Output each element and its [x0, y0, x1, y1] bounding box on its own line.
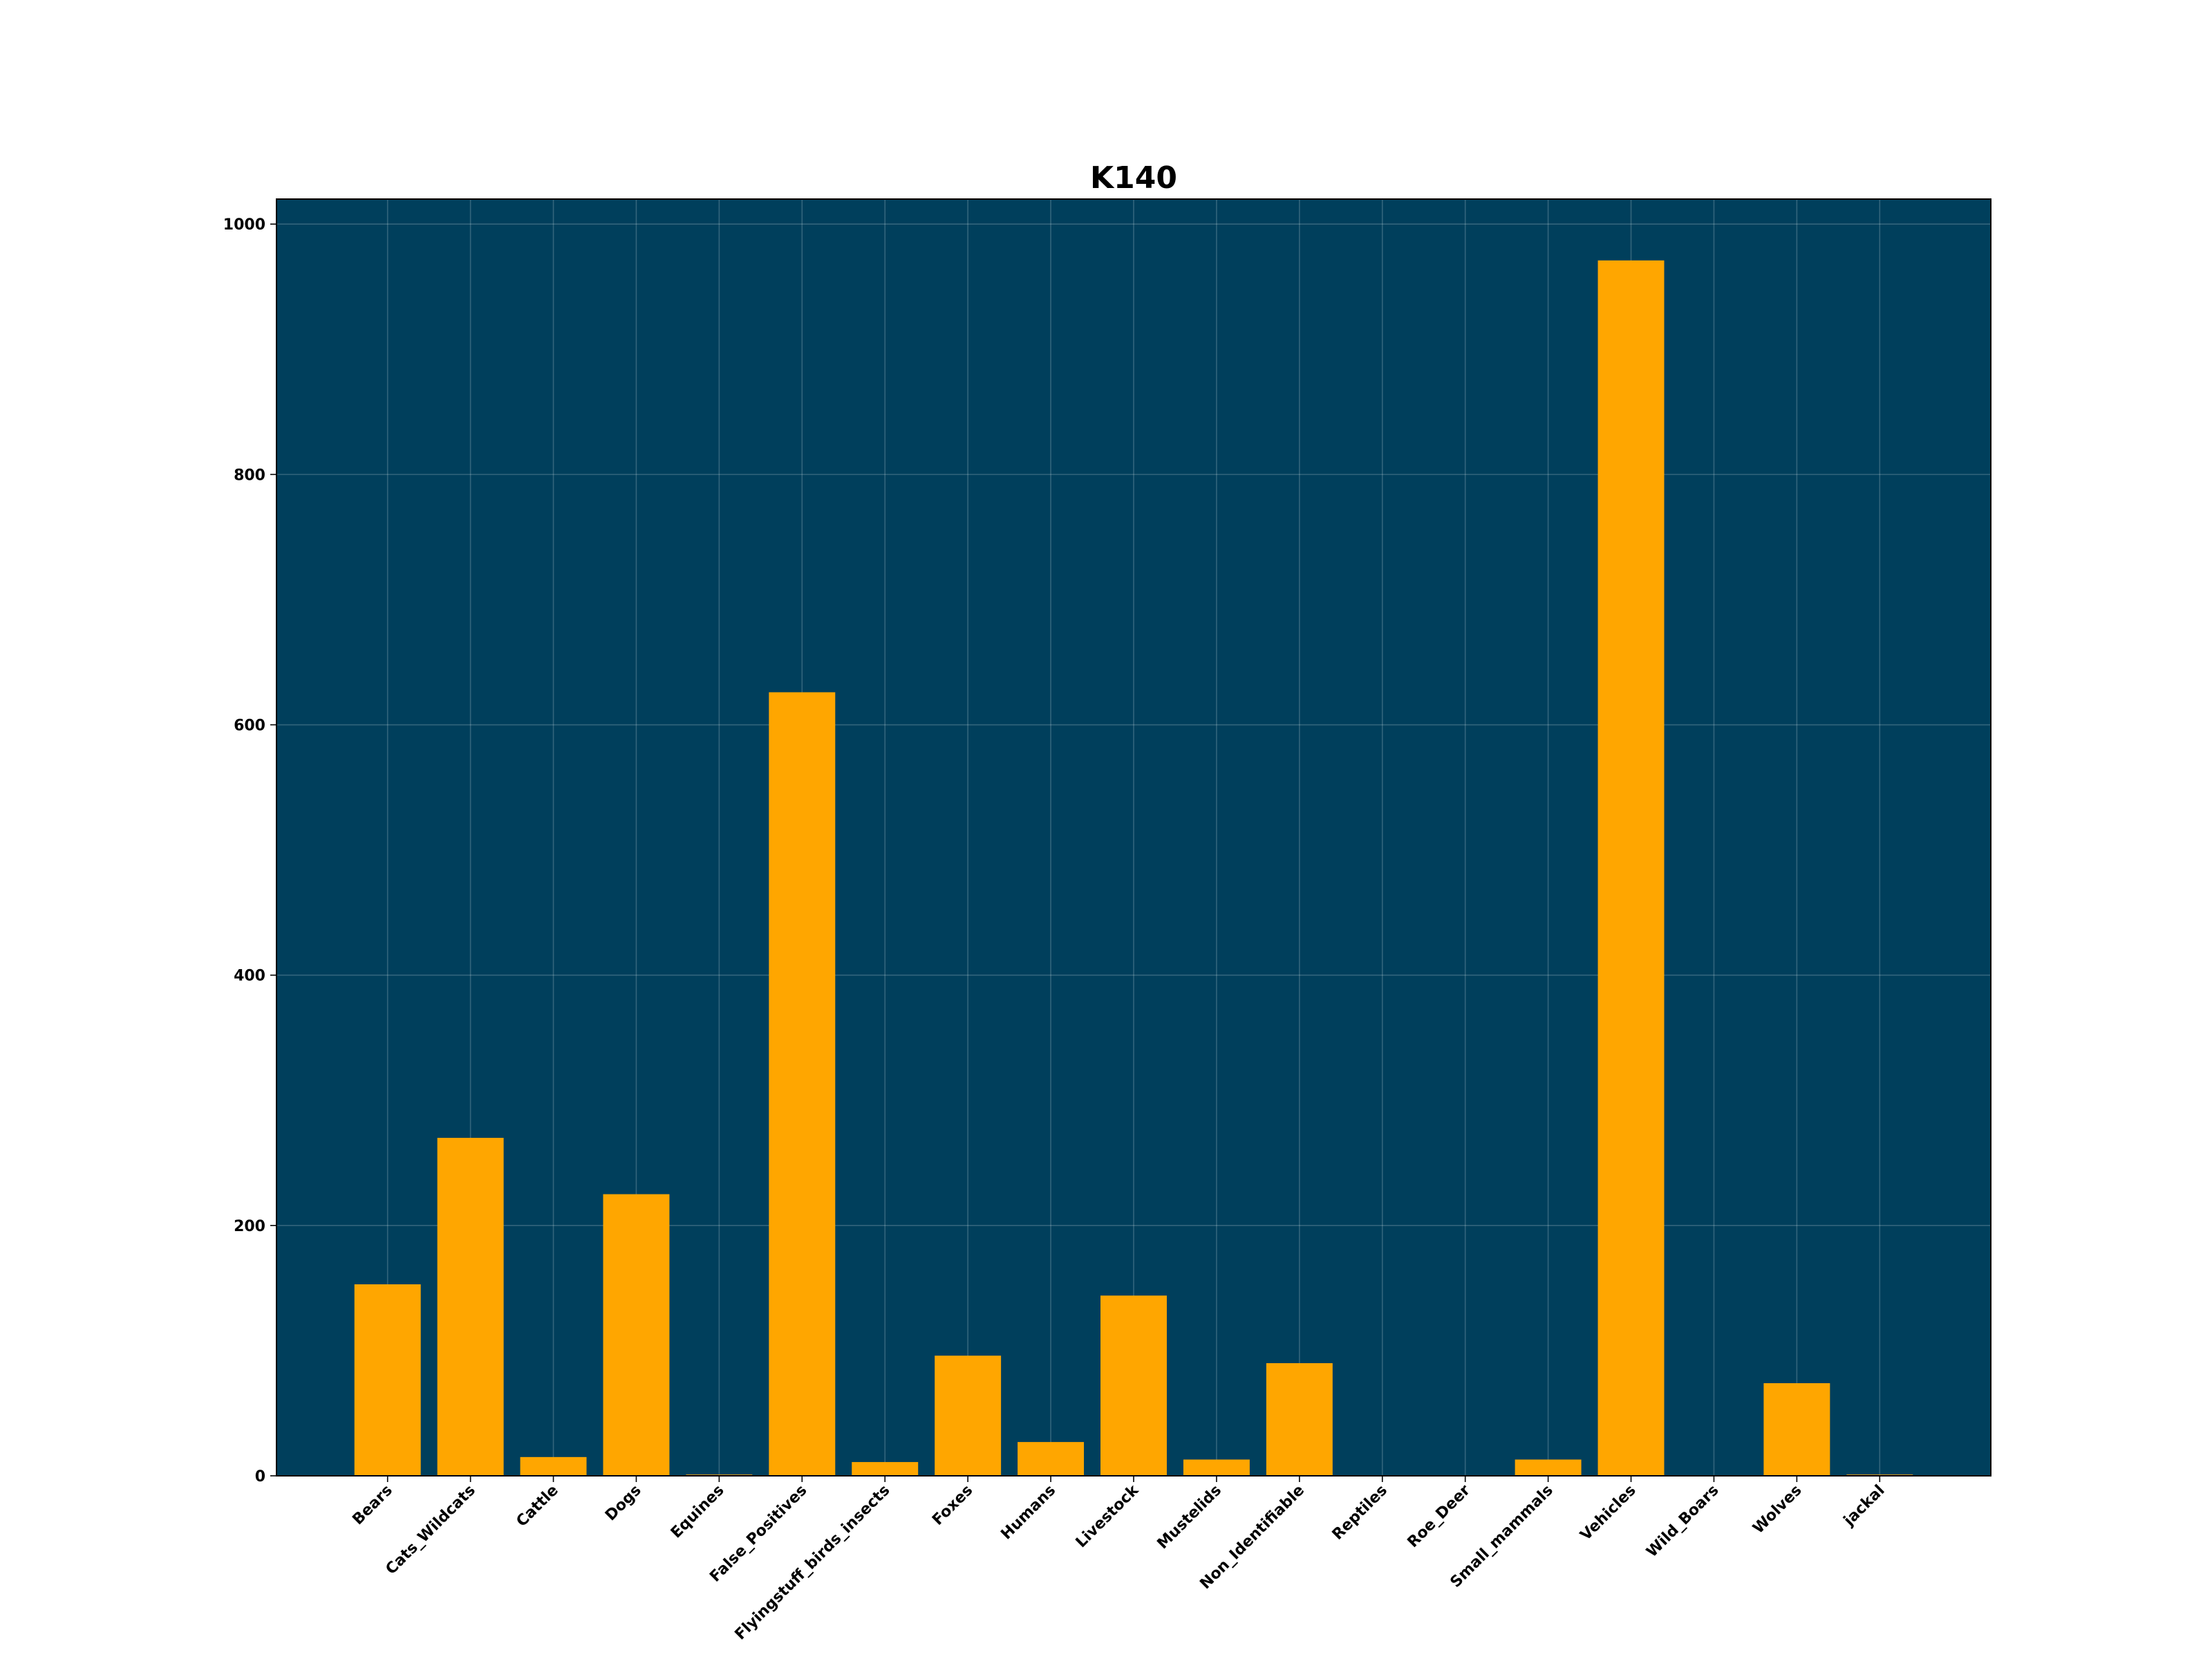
x-tick-label: Roe_Deer: [1405, 1481, 1474, 1550]
bar: [603, 1194, 670, 1476]
bar: [769, 692, 836, 1477]
x-tick-label: Bears: [349, 1482, 396, 1529]
x-tick-label: Vehicles: [1577, 1482, 1640, 1544]
x-tick-label: jackal: [1840, 1482, 1888, 1530]
plot-area: [276, 199, 1991, 1476]
x-tick-label: Mustelids: [1154, 1482, 1226, 1553]
y-tick-label: 400: [234, 968, 265, 985]
bar: [1266, 1363, 1333, 1476]
bar: [354, 1284, 421, 1476]
bar: [1597, 260, 1665, 1477]
bar: [852, 1462, 919, 1476]
y-tick-label: 600: [234, 718, 265, 735]
bar: [1018, 1442, 1085, 1476]
y-tick-label: 800: [234, 467, 265, 484]
y-tick-label: 200: [234, 1218, 265, 1235]
bar: [437, 1138, 504, 1476]
x-tick-label: Livestock: [1073, 1481, 1143, 1552]
x-tick-label: Equines: [668, 1482, 728, 1542]
x-tick-label: Flyingstuff_birds_insects: [732, 1482, 894, 1644]
plot-frame: [276, 198, 1991, 1477]
y-tick-label: 1000: [223, 216, 265, 234]
x-tick-label: Cattle: [513, 1482, 561, 1530]
y-tick-label: 0: [255, 1468, 265, 1485]
x-tick-label: Humans: [998, 1482, 1060, 1544]
x-tick-label: Cats_Wildcats: [382, 1482, 478, 1578]
x-tick-label: Foxes: [929, 1482, 976, 1529]
bar: [1100, 1295, 1167, 1476]
x-tick-label: Dogs: [602, 1482, 645, 1525]
bar: [520, 1456, 587, 1476]
x-tick-label: Wild_Boars: [1643, 1482, 1722, 1561]
bar: [1515, 1459, 1582, 1476]
x-tick-label: Reptiles: [1329, 1482, 1391, 1544]
bar: [935, 1356, 1002, 1476]
bar: [1763, 1383, 1830, 1476]
chart-title: K140: [1090, 160, 1177, 196]
bar: [1183, 1459, 1250, 1476]
x-tick-label: Wolves: [1750, 1482, 1805, 1537]
